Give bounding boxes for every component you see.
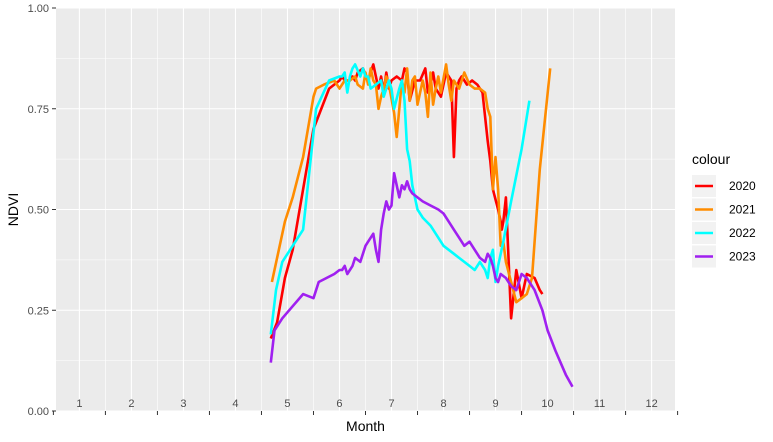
legend-label-2020: 2020 xyxy=(729,179,756,193)
x-tick-label: 3 xyxy=(180,398,186,410)
legend-label-2021: 2021 xyxy=(729,203,756,217)
x-tick-label: 7 xyxy=(388,398,394,410)
x-tick-label: 8 xyxy=(440,398,446,410)
legend-label-2022: 2022 xyxy=(729,226,756,240)
series-lines xyxy=(269,63,574,388)
legend: colour 2020 2021 2022 2023 xyxy=(692,151,756,268)
series-line-2021 xyxy=(270,63,552,304)
x-tick-label: 9 xyxy=(492,398,498,410)
x-tick-label: 12 xyxy=(645,398,657,410)
x-tick-label: 1 xyxy=(76,398,82,410)
x-tick-label: 4 xyxy=(232,398,238,410)
y-tick-label: 0.75 xyxy=(28,104,49,116)
y-tick-label: 1.00 xyxy=(28,3,49,15)
axes: 1 2 3 4 5 6 7 8 9 10 11 120.000.250.500.751.00 xyxy=(28,3,679,418)
x-tick-label: 11 xyxy=(594,398,605,410)
legend-label-2023: 2023 xyxy=(729,250,756,264)
x-tick-label: 6 xyxy=(336,398,342,410)
y-tick-label: 0.25 xyxy=(28,305,49,317)
legend-title: colour xyxy=(692,151,730,167)
x-axis-title: Month xyxy=(346,418,385,434)
y-tick-label: 0.00 xyxy=(28,406,49,418)
y-axis-title: NDVI xyxy=(5,193,21,226)
series-line-2023 xyxy=(269,171,574,388)
series-line-2022 xyxy=(269,63,531,335)
y-tick-label: 0.50 xyxy=(28,205,49,217)
x-tick-label: 10 xyxy=(541,398,553,410)
x-tick-label: 5 xyxy=(284,398,290,410)
x-tick-label: 2 xyxy=(128,398,134,410)
